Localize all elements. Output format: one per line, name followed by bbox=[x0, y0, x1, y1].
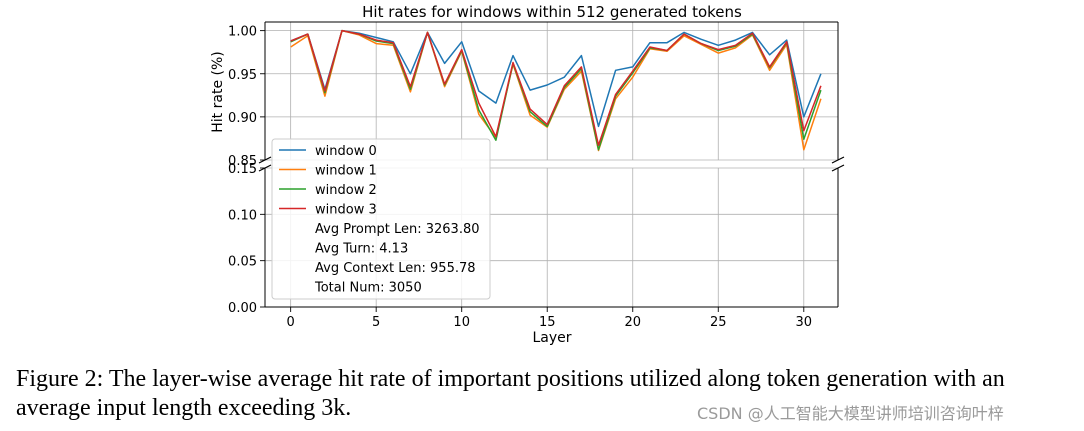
series-line-window-0 bbox=[290, 29, 822, 128]
x-tick-label: 10 bbox=[453, 315, 470, 330]
series-line-window-2 bbox=[290, 29, 822, 151]
legend-annotation: Avg Context Len: 955.78 bbox=[315, 261, 476, 276]
legend-label: window 0 bbox=[315, 144, 377, 159]
y-tick-label-lower: 0.15 bbox=[228, 162, 257, 177]
figure-caption: Figure 2: The layer-wise average hit rat… bbox=[16, 366, 1005, 421]
legend-annotation: Avg Prompt Len: 3263.80 bbox=[315, 222, 480, 237]
axis-break-mark bbox=[831, 164, 845, 172]
y-tick-label-upper: 0.90 bbox=[228, 111, 257, 126]
y-tick-label-lower: 0.10 bbox=[228, 208, 257, 223]
legend-annotation: Avg Turn: 4.13 bbox=[315, 242, 408, 257]
x-tick-label: 25 bbox=[710, 315, 727, 330]
legend: window 0 window 1 window 2 window 3 Avg Prom… bbox=[271, 138, 491, 300]
x-tick-label: 0 bbox=[287, 315, 295, 330]
y-tick-label-lower: 0.00 bbox=[228, 301, 257, 316]
legend-label: window 2 bbox=[315, 183, 377, 198]
legend-annotation: Total Num: 3050 bbox=[314, 281, 422, 296]
y-tick-label-upper: 0.85 bbox=[228, 154, 257, 169]
y-tick-label-upper: 1.00 bbox=[228, 25, 257, 40]
series-line-window-1 bbox=[290, 29, 822, 152]
y-tick-label-upper: 0.95 bbox=[228, 68, 257, 83]
x-tick-label: 15 bbox=[539, 315, 556, 330]
axis-break-mark bbox=[258, 156, 272, 164]
x-tick-label: 5 bbox=[372, 315, 380, 330]
chart-title: Hit rates for windows within 512 generat… bbox=[362, 3, 742, 21]
axis-break-mark bbox=[258, 164, 272, 172]
x-tick-label: 30 bbox=[796, 315, 813, 330]
x-tick-label: 20 bbox=[624, 315, 641, 330]
legend-box bbox=[271, 138, 491, 300]
axes bbox=[258, 21, 845, 312]
legend-label: window 3 bbox=[315, 203, 377, 218]
y-axis-label: Hit rate (%) bbox=[210, 51, 226, 132]
axis-break-mark bbox=[831, 156, 845, 164]
x-axis-label: Layer bbox=[532, 330, 571, 346]
tick-labels: 0 5 10 15 20 25 30 0.85 0.90 0.95 1.00 0.00 0.05 0.10… bbox=[228, 25, 812, 330]
line-chart: 0 5 10 15 20 25 30 0.85 0.90 0.95 1.00 0.00 0.05 0.10… bbox=[210, 3, 845, 346]
legend-label: window 1 bbox=[315, 164, 377, 179]
series-lines bbox=[290, 29, 822, 152]
y-tick-label-lower: 0.05 bbox=[228, 255, 257, 270]
series-line-window-3 bbox=[290, 29, 822, 147]
watermark: CSDN @人工智能大模型讲师培训咨询叶梓 bbox=[697, 404, 1004, 423]
